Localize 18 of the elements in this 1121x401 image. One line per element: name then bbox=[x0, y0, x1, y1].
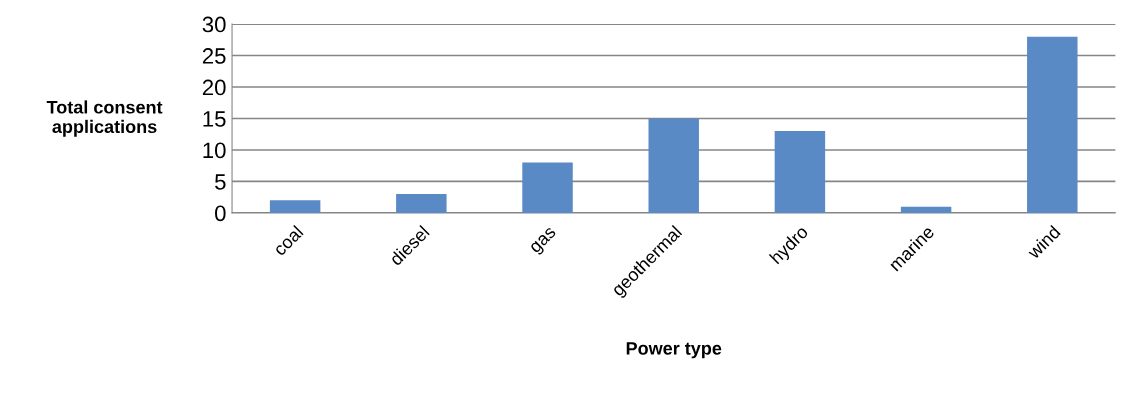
bar bbox=[1027, 36, 1078, 213]
y-tick-label: 10 bbox=[203, 142, 226, 159]
bar bbox=[269, 200, 321, 213]
bar bbox=[396, 194, 447, 213]
x-tick-label: coal bbox=[272, 224, 304, 257]
y-tick-label: 25 bbox=[202, 48, 226, 64]
y-tick-label: 15 bbox=[203, 111, 226, 127]
bar bbox=[648, 118, 699, 213]
y-tick-label: 5 bbox=[215, 174, 226, 190]
x-axis-title: Power type bbox=[626, 342, 722, 359]
y-tick-label: 30 bbox=[202, 16, 226, 33]
bar bbox=[522, 162, 573, 213]
bar bbox=[774, 131, 826, 213]
y-axis-title: Total consent applications bbox=[46, 100, 163, 137]
bar bbox=[900, 206, 952, 213]
x-tick-label: gas bbox=[529, 226, 559, 256]
y-tick-label: 0 bbox=[215, 205, 226, 222]
y-tick-label: 20 bbox=[202, 79, 226, 96]
